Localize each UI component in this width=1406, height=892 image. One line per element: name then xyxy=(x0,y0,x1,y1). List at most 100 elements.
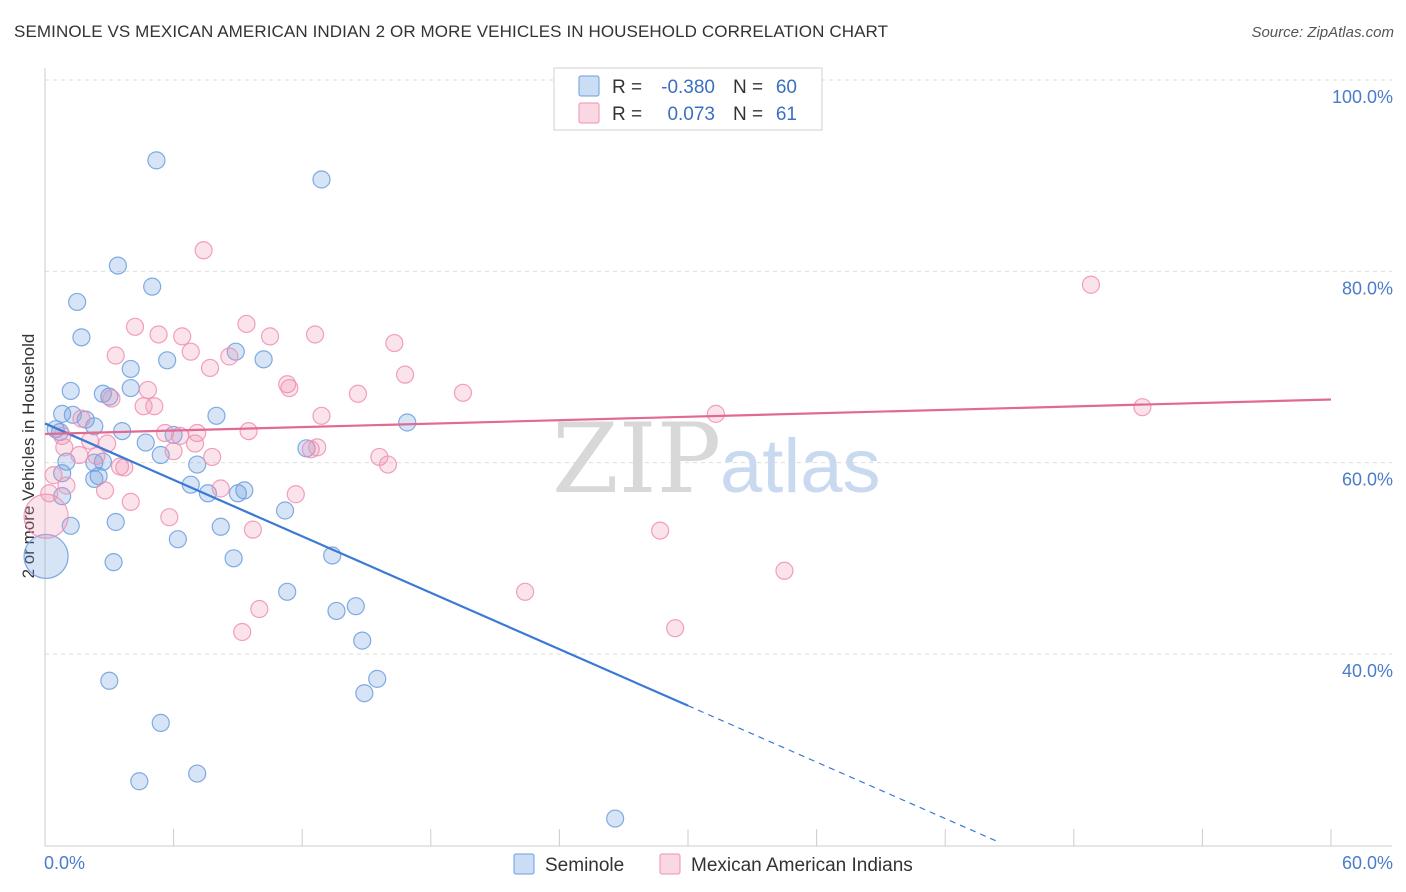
trend-lines xyxy=(44,398,1332,843)
data-point xyxy=(278,582,297,601)
data-point xyxy=(145,397,164,416)
data-point xyxy=(312,406,331,425)
chart-title: SEMINOLE VS MEXICAN AMERICAN INDIAN 2 OR… xyxy=(14,22,889,41)
data-point xyxy=(211,479,230,498)
bottom-legend-label-mexican-american-indians: Mexican American Indians xyxy=(691,855,913,876)
data-point xyxy=(233,622,252,642)
data-point xyxy=(385,333,404,353)
trend-line-seminole xyxy=(44,422,689,707)
data-point xyxy=(211,517,230,536)
y-tick-labels: 40.0% 60.0% 80.0% 100.0% xyxy=(1332,87,1393,681)
data-point xyxy=(125,317,145,336)
bottom-legend-label-seminole: Seminole xyxy=(545,855,624,876)
data-point xyxy=(254,350,273,369)
y-tick-label-40: 40.0% xyxy=(1342,661,1393,681)
legend-n-value-seminole: 60 xyxy=(776,77,797,98)
legend-swatch-mexican-american-indians xyxy=(578,102,600,124)
data-point xyxy=(104,553,123,572)
data-point xyxy=(706,404,725,423)
data-point xyxy=(121,359,140,379)
data-point xyxy=(57,476,76,495)
data-point xyxy=(44,466,63,485)
data-point xyxy=(203,447,222,467)
gridlines xyxy=(45,79,1392,655)
data-point xyxy=(200,358,220,378)
data-point xyxy=(224,549,243,568)
data-point xyxy=(188,455,207,474)
series-seminole-points xyxy=(23,75,633,828)
data-point xyxy=(68,292,87,312)
legend-r-label-mexican-american-indians: R = xyxy=(612,104,642,125)
data-point xyxy=(1081,275,1101,294)
data-point xyxy=(95,481,115,500)
trend-line-mexican-american-indians xyxy=(44,398,1332,436)
data-point xyxy=(164,442,183,461)
data-point xyxy=(775,561,794,580)
data-point xyxy=(106,512,125,532)
data-point xyxy=(130,772,149,791)
data-point xyxy=(181,342,200,361)
data-point xyxy=(207,406,226,425)
data-point xyxy=(23,493,69,539)
data-point xyxy=(220,347,239,366)
data-point xyxy=(346,597,365,616)
data-point xyxy=(1133,398,1152,417)
bottom-legend-swatch-seminole xyxy=(513,853,535,875)
series-legend: Seminole Mexican American Indians xyxy=(513,853,913,876)
data-point xyxy=(72,409,91,428)
bottom-legend-swatch-mexican-american-indians xyxy=(659,853,681,875)
data-point xyxy=(138,380,157,400)
data-point xyxy=(168,530,187,549)
data-point xyxy=(72,328,91,347)
data-point xyxy=(188,764,207,783)
legend-swatch-seminole xyxy=(578,75,600,97)
data-point xyxy=(108,256,127,275)
legend-n-label-seminole: N = xyxy=(733,77,763,98)
data-point xyxy=(353,631,372,650)
legend-n-value-mexican-american-indians: 61 xyxy=(776,104,797,125)
data-point xyxy=(147,151,166,170)
x-axis-ticks xyxy=(44,829,1332,846)
data-point xyxy=(275,501,295,520)
data-point xyxy=(348,384,368,403)
data-point xyxy=(155,423,175,443)
data-point xyxy=(121,378,140,398)
data-point xyxy=(395,365,415,384)
data-point xyxy=(121,492,140,511)
data-point xyxy=(158,351,177,370)
data-point xyxy=(305,325,325,344)
data-point xyxy=(243,520,263,539)
data-point xyxy=(516,582,535,601)
data-point xyxy=(398,413,417,432)
data-point xyxy=(70,445,89,465)
legend-r-value-seminole: -0.380 xyxy=(661,77,715,98)
data-point xyxy=(235,481,254,500)
data-point xyxy=(378,455,398,474)
x-tick-label-min: 0.0% xyxy=(44,853,85,873)
y-tick-label-80: 80.0% xyxy=(1342,278,1393,298)
data-point xyxy=(136,433,155,452)
chart-source: Source: ZipAtlas.com xyxy=(1251,24,1394,41)
data-point xyxy=(151,713,170,732)
data-point xyxy=(666,619,685,638)
data-point xyxy=(250,599,269,619)
legend-n-label-mexican-american-indians: N = xyxy=(733,104,763,125)
data-point xyxy=(55,438,74,457)
data-point xyxy=(143,277,162,296)
x-tick-label-max: 60.0% xyxy=(1342,853,1393,873)
data-point xyxy=(134,397,153,416)
watermark-zip: ZIP xyxy=(552,403,721,515)
data-point xyxy=(185,434,205,453)
data-point xyxy=(149,325,168,344)
stats-legend: R = -0.380 N = 60 R = 0.073 N = 61 xyxy=(553,67,823,131)
data-point xyxy=(651,521,670,540)
data-point xyxy=(102,389,121,408)
data-point xyxy=(301,440,320,459)
data-point xyxy=(170,426,190,445)
data-point xyxy=(61,381,80,401)
watermark-atlas: atlas xyxy=(720,424,881,509)
data-point xyxy=(173,327,192,346)
data-point xyxy=(286,485,305,504)
legend-r-label-seminole: R = xyxy=(612,77,642,98)
